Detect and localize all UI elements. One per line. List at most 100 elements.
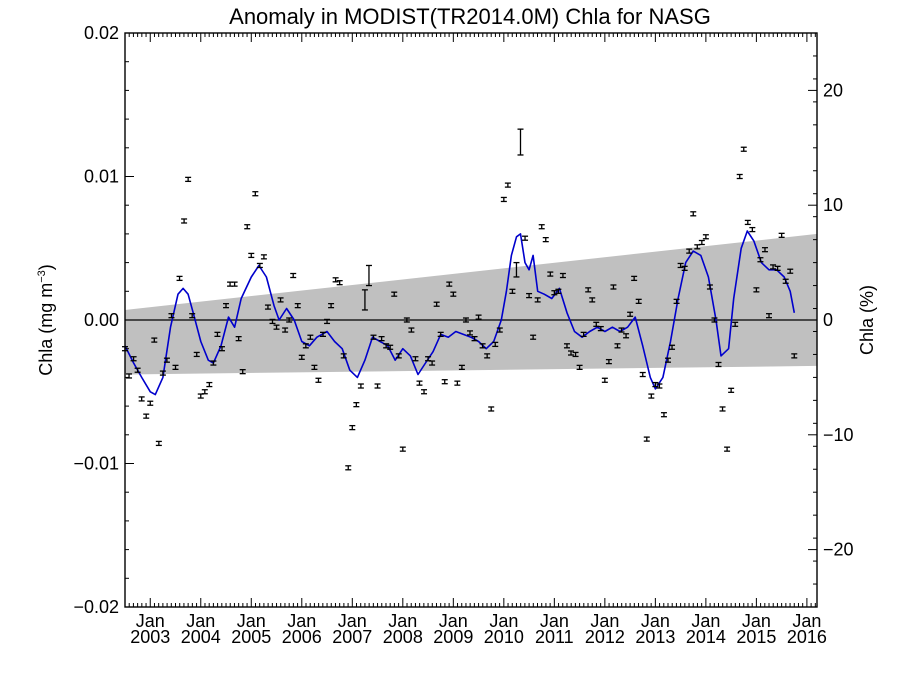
anomaly-point	[159, 370, 166, 376]
anomaly-point	[526, 292, 533, 299]
anomaly-point	[378, 336, 385, 342]
x-tick-year-label: 2014	[686, 627, 726, 647]
anomaly-point	[677, 262, 684, 269]
left-axis-label-close: )	[36, 264, 56, 270]
anomaly-point	[580, 331, 587, 338]
x-tick-month-label: Jan	[237, 611, 266, 631]
anomaly-point	[475, 314, 482, 320]
anomaly-point	[791, 353, 798, 359]
anomaly-point	[509, 288, 516, 294]
x-tick-year-label: 2013	[635, 627, 675, 647]
anomaly-point	[433, 301, 440, 307]
anomaly-point	[736, 173, 743, 180]
anomaly-point	[462, 317, 469, 323]
anomaly-point	[416, 380, 423, 386]
anomaly-point	[686, 248, 693, 254]
right-tick-label: 20	[823, 80, 843, 100]
anomaly-point	[223, 302, 230, 309]
anomaly-point	[189, 313, 196, 319]
anomaly-point	[286, 317, 293, 323]
anomaly-point	[669, 344, 676, 350]
left-axis-label-main: Chla (mg m	[36, 283, 56, 376]
anomaly-point	[466, 330, 473, 336]
anomaly-point	[715, 361, 722, 368]
anomaly-point	[193, 351, 200, 358]
anomaly-point	[610, 284, 617, 290]
anomaly-point	[126, 373, 133, 379]
anomaly-point	[340, 353, 347, 359]
left-tick-label: 0.01	[84, 167, 119, 187]
anomaly-point	[631, 275, 638, 282]
right-tick-label: −10	[823, 425, 854, 445]
anomaly-point	[555, 288, 562, 294]
anomaly-point	[252, 191, 259, 197]
anomaly-point	[421, 389, 428, 395]
anomaly-point	[437, 331, 444, 338]
anomaly-point	[273, 324, 280, 330]
x-tick-month-label: Jan	[287, 611, 316, 631]
anomaly-point	[504, 182, 511, 188]
anomaly-point	[151, 337, 158, 343]
anomaly-point	[761, 247, 768, 253]
right-tick-label: −20	[823, 540, 854, 560]
anomaly-point	[639, 371, 646, 378]
right-tick-label: 10	[823, 195, 843, 215]
anomaly-point	[778, 232, 785, 238]
anomaly-point	[559, 272, 566, 279]
anomaly-point	[488, 406, 495, 412]
anomaly-point	[370, 334, 377, 340]
x-tick-year-label: 2009	[433, 627, 473, 647]
anomaly-point	[315, 377, 322, 383]
anomaly-point	[307, 334, 314, 340]
anomaly-point	[576, 364, 583, 371]
anomaly-point	[210, 360, 217, 366]
axis-tick-labels: 0.020.010.00−0.01−0.0220100−10−20Jan2003…	[73, 23, 853, 647]
anomaly-point	[479, 343, 486, 349]
anomaly-point	[336, 280, 343, 286]
anomaly-point	[614, 343, 621, 349]
anomaly-point	[643, 436, 650, 442]
anomaly-point	[698, 239, 705, 246]
anomaly-point	[155, 440, 162, 447]
anomaly-point	[538, 224, 545, 230]
anomaly-point	[185, 176, 192, 183]
anomaly-point	[269, 318, 276, 325]
x-tick-month-label: Jan	[641, 611, 670, 631]
anomaly-point	[652, 381, 659, 388]
anomaly-point	[383, 343, 390, 349]
anomaly-point	[458, 364, 465, 371]
left-axis-label: Chla (mg m−3)	[36, 264, 56, 376]
left-tick-label: −0.02	[73, 597, 119, 617]
axis-ticks	[124, 32, 817, 608]
anomaly-point	[749, 226, 756, 233]
left-axis-label-exponent: −3	[36, 270, 48, 283]
x-tick-month-label: Jan	[338, 611, 367, 631]
anomaly-point	[374, 383, 381, 389]
anomaly-point	[282, 327, 289, 333]
right-tick-label: 0	[823, 310, 833, 330]
x-tick-month-label: Jan	[691, 611, 720, 631]
anomaly-point	[572, 351, 579, 358]
anomaly-point	[311, 364, 318, 371]
x-tick-year-label: 2010	[484, 627, 524, 647]
anomaly-point	[298, 354, 305, 360]
left-tick-label: 0.02	[84, 23, 119, 43]
anomaly-point	[724, 446, 731, 452]
anomaly-point	[601, 377, 608, 383]
anomaly-point	[500, 196, 507, 203]
x-tick-year-label: 2006	[282, 627, 322, 647]
anomaly-point	[399, 446, 406, 452]
anomaly-point	[324, 318, 331, 325]
anomaly-point	[395, 353, 402, 359]
x-tick-month-label: Jan	[540, 611, 569, 631]
anomaly-point	[690, 211, 697, 217]
x-tick-month-label: Jan	[186, 611, 215, 631]
anomaly-point	[757, 257, 764, 263]
anomaly-point	[349, 424, 356, 431]
anomaly-point	[403, 317, 410, 323]
anomaly-point	[450, 291, 457, 297]
anomaly-point	[138, 396, 145, 402]
anomaly-point	[728, 387, 735, 393]
anomaly-point	[361, 289, 368, 311]
